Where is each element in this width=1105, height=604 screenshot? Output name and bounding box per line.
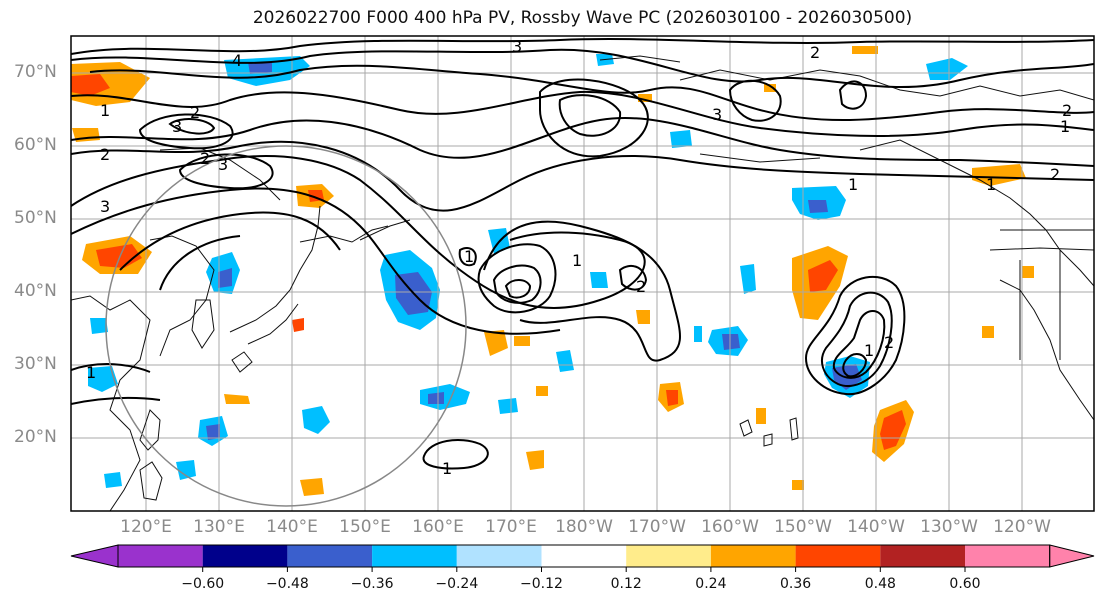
contour-label: 2 bbox=[884, 333, 894, 352]
colorbar-tick-label: −0.48 bbox=[265, 576, 309, 592]
colorbar-min-extend bbox=[70, 544, 119, 568]
lon-label: 160°W bbox=[701, 517, 759, 537]
lat-label: 20°N bbox=[14, 427, 57, 447]
lon-label: 140°W bbox=[847, 517, 905, 537]
colorbar-outline bbox=[117, 544, 1051, 568]
colorbar-segment bbox=[541, 545, 627, 567]
contour-label: 3 bbox=[100, 197, 110, 216]
contour-label: 3 bbox=[512, 37, 522, 56]
contour-label: 2 bbox=[636, 277, 646, 296]
colorbar-tick-label: 0.60 bbox=[949, 576, 981, 592]
contour-label: 2 bbox=[1050, 165, 1060, 184]
lat-label: 40°N bbox=[14, 281, 57, 301]
contour-label: 2 bbox=[100, 145, 110, 164]
lat-label: 30°N bbox=[14, 354, 57, 374]
colorbar-max-extend bbox=[1049, 544, 1095, 568]
contour-label: 3 bbox=[172, 117, 182, 136]
colorbar-segment bbox=[202, 545, 288, 567]
colorbar-segment bbox=[795, 545, 881, 567]
colorbar-segment bbox=[880, 545, 965, 567]
contour-label: 4 bbox=[232, 51, 242, 70]
contour-label: 2 bbox=[810, 43, 820, 62]
rossby-wave-circle bbox=[105, 145, 467, 507]
contour-label: 2 bbox=[1062, 101, 1072, 120]
contour-label-layer: 4 3 2 1 3 2 2 3 3 2 1 1 2 1 3 2 1 1 1 2 … bbox=[86, 37, 1072, 478]
contour-label: 1 bbox=[100, 101, 110, 120]
contour-label: 1 bbox=[442, 459, 452, 478]
lon-label: 150°W bbox=[774, 517, 832, 537]
colorbar bbox=[70, 544, 1095, 572]
map-frame bbox=[70, 35, 1095, 512]
colorbar-tick-label: 0.36 bbox=[780, 576, 812, 592]
colorbar-segment bbox=[118, 545, 203, 567]
lon-label: 160°E bbox=[412, 517, 464, 537]
chart-title: 2026022700 F000 400 hPa PV, Rossby Wave … bbox=[252, 8, 913, 28]
contour-label: 1 bbox=[86, 363, 96, 382]
contour-label: 1 bbox=[848, 175, 858, 194]
lon-label: 170°W bbox=[628, 517, 686, 537]
pv-contours bbox=[71, 38, 1094, 470]
colorbar-tick-label: −0.60 bbox=[181, 576, 225, 592]
colorbar-segment bbox=[965, 545, 1050, 567]
colorbar-segment bbox=[710, 545, 796, 567]
lat-label: 70°N bbox=[14, 62, 57, 82]
colorbar-tick-label: −0.12 bbox=[520, 576, 563, 592]
lon-label: 140°E bbox=[266, 517, 318, 537]
contour-label: 3 bbox=[218, 155, 228, 174]
colorbar-segment bbox=[372, 545, 457, 567]
colorbar-segment bbox=[456, 545, 542, 567]
colorbar-tick-label: −0.36 bbox=[350, 576, 394, 592]
contour-label: 3 bbox=[712, 105, 722, 124]
contour-label: 1 bbox=[572, 251, 582, 270]
lon-label: 130°W bbox=[920, 517, 978, 537]
lon-label: 120°E bbox=[120, 517, 172, 537]
lon-label: 130°E bbox=[193, 517, 245, 537]
colorbar-tick-label: 0.12 bbox=[610, 576, 642, 592]
contour-label: 1 bbox=[864, 341, 874, 360]
lon-label: 170°E bbox=[485, 517, 537, 537]
contour-label: 2 bbox=[190, 103, 200, 122]
contour-label: 1 bbox=[1060, 117, 1070, 136]
colorbar-segment bbox=[626, 545, 711, 567]
contour-label: 1 bbox=[986, 175, 996, 194]
lon-label: 150°E bbox=[339, 517, 391, 537]
map-frame-background bbox=[71, 36, 1094, 511]
colorbar-tick-label: 0.24 bbox=[695, 576, 727, 592]
lat-label: 50°N bbox=[14, 208, 57, 228]
colorbar-segment bbox=[287, 545, 373, 567]
lat-label: 60°N bbox=[14, 135, 57, 155]
lon-label: 120°W bbox=[993, 517, 1051, 537]
lon-label: 180°W bbox=[555, 517, 613, 537]
colorbar-tick-label: 0.48 bbox=[864, 576, 896, 592]
graticule bbox=[71, 36, 1094, 511]
colorbar-tick-label: −0.24 bbox=[435, 576, 479, 592]
coastlines bbox=[71, 55, 1094, 511]
contour-label: 2 bbox=[200, 149, 210, 168]
contour-label: 1 bbox=[464, 247, 474, 266]
colorbar-ticks bbox=[202, 567, 966, 572]
